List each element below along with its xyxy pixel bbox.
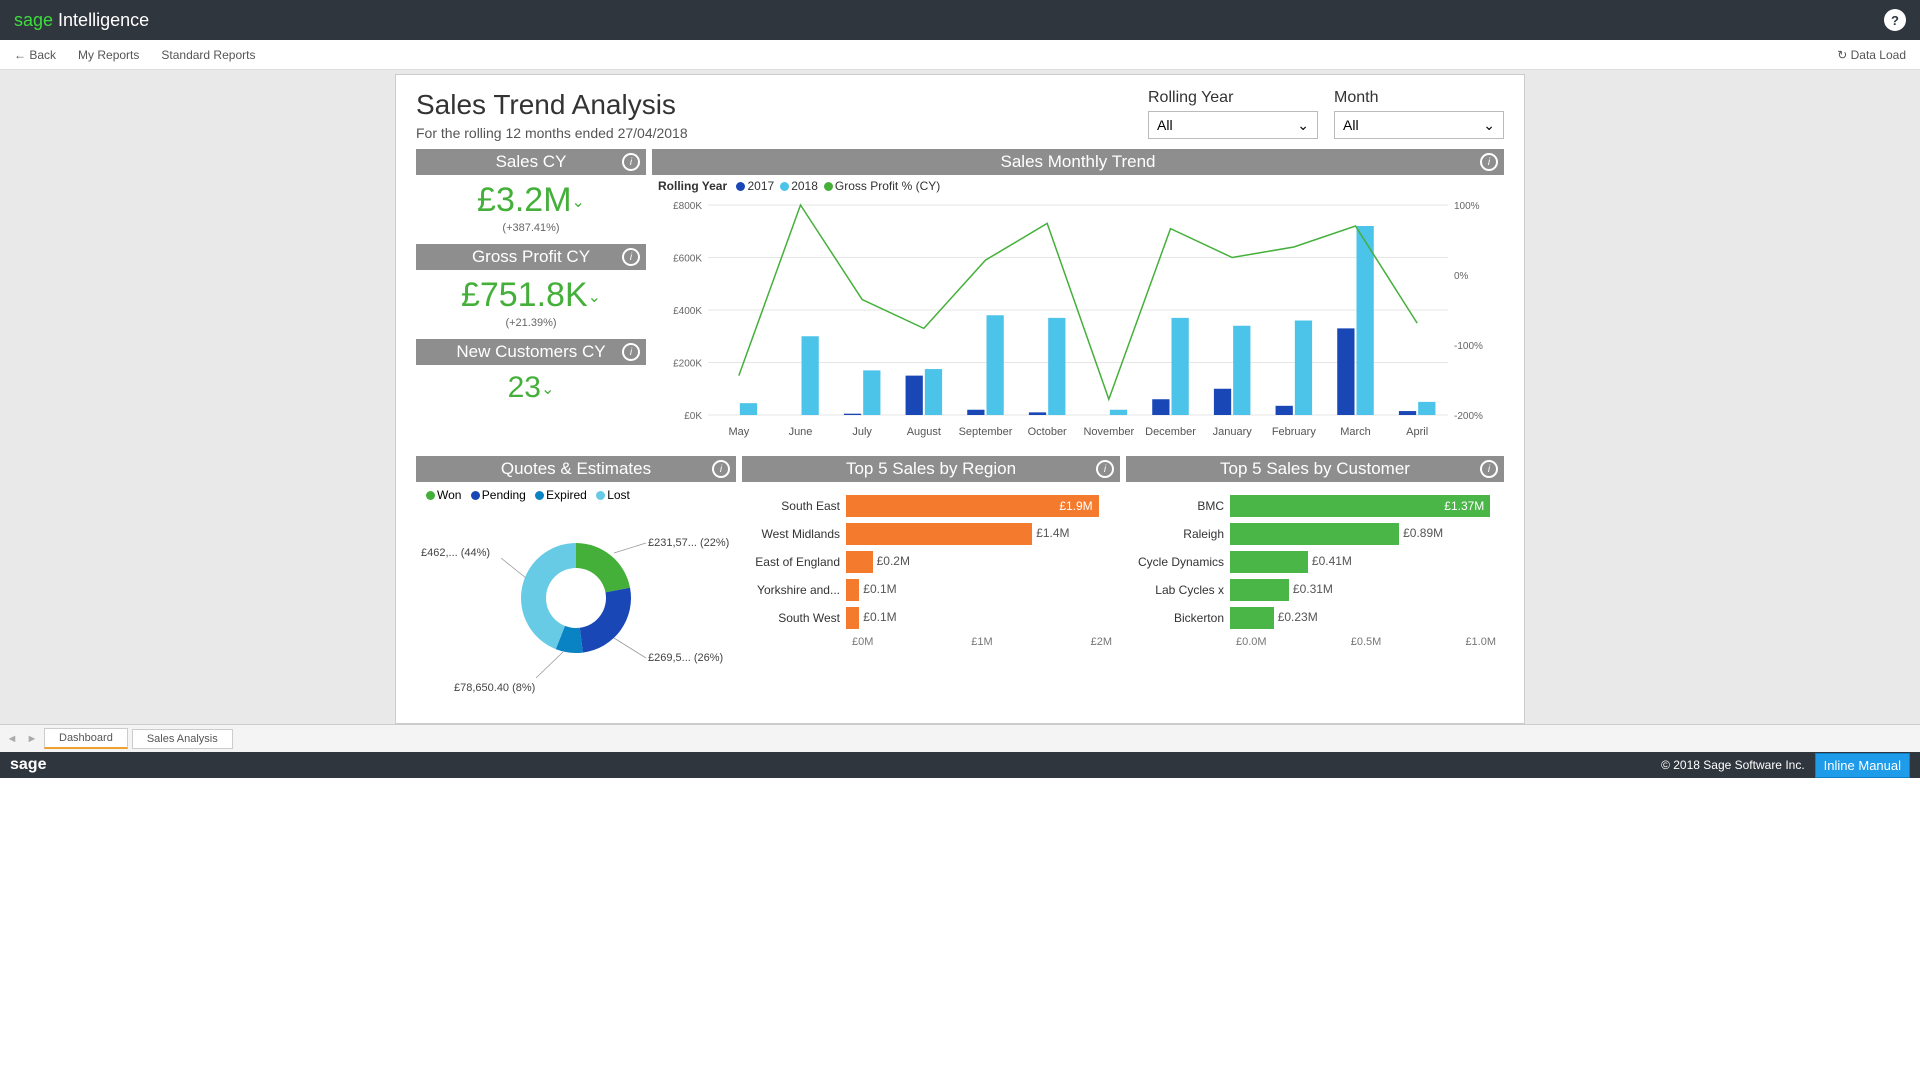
hbar-row: Cycle Dynamics £0.41M <box>1130 548 1496 576</box>
brand: sage Intelligence <box>14 10 149 31</box>
hbar-row: Lab Cycles x £0.31M <box>1130 576 1496 604</box>
svg-text:September: September <box>959 426 1013 438</box>
workspace: Sales Trend Analysis For the rolling 12 … <box>0 70 1920 724</box>
kpi-sales-cy-value: £3.2M⌄ <box>416 175 646 222</box>
hbar-row: Raleigh £0.89M <box>1130 520 1496 548</box>
svg-text:April: April <box>1406 426 1428 438</box>
filter-rolling-year-value: All <box>1157 117 1173 133</box>
page-subtitle: For the rolling 12 months ended 27/04/20… <box>416 125 688 141</box>
svg-text:£200K: £200K <box>673 359 702 370</box>
footer: sage © 2018 Sage Software Inc. Inline Ma… <box>0 752 1920 778</box>
tab-sales-analysis[interactable]: Sales Analysis <box>132 729 233 749</box>
svg-text:£800K: £800K <box>673 201 702 212</box>
svg-text:-100%: -100% <box>1454 341 1483 352</box>
kpi-new-cust-head: New Customers CY i <box>416 339 646 365</box>
filter-rolling-year-select[interactable]: All ⌄ <box>1148 111 1318 139</box>
customer-chart: BMC £1.37M Raleigh £0.89M Cycle Dynamics… <box>1126 482 1504 648</box>
nav-standard-reports[interactable]: Standard Reports <box>161 48 255 62</box>
tab-next[interactable]: ► <box>24 733 40 745</box>
info-icon[interactable]: i <box>622 248 640 266</box>
kpi-new-cust-value: 23⌄ <box>416 365 646 407</box>
data-load-button[interactable]: Data Load <box>1837 48 1906 62</box>
svg-text:May: May <box>728 426 749 438</box>
info-icon[interactable]: i <box>622 153 640 171</box>
trend-legend: Rolling Year 20172018Gross Profit % (CY) <box>658 179 1498 193</box>
svg-text:£462,... (44%): £462,... (44%) <box>421 547 490 559</box>
chevron-down-icon: ⌄ <box>1483 117 1495 134</box>
svg-text:100%: 100% <box>1454 201 1480 212</box>
nav-bar: Back My Reports Standard Reports Data Lo… <box>0 40 1920 70</box>
region-title: Top 5 Sales by Region <box>846 459 1016 479</box>
footer-copyright: © 2018 Sage Software Inc. <box>1661 758 1805 772</box>
trend-head: Sales Monthly Trend i <box>652 149 1504 175</box>
hbar-row: Bickerton £0.23M <box>1130 604 1496 632</box>
info-icon[interactable]: i <box>712 460 730 478</box>
quotes-head: Quotes & Estimates i <box>416 456 736 482</box>
quotes-donut: £231,57... (22%) £269,5... (26%) £78,650.4… <box>416 508 736 698</box>
svg-text:£269,5... (26%): £269,5... (26%) <box>648 652 723 664</box>
svg-text:January: January <box>1213 426 1253 438</box>
svg-text:February: February <box>1272 426 1317 438</box>
hbar-row: South West £0.1M <box>746 604 1112 632</box>
info-icon[interactable]: i <box>1480 460 1498 478</box>
kpi-gp-cy-head: Gross Profit CY i <box>416 244 646 270</box>
filter-month-select[interactable]: All ⌄ <box>1334 111 1504 139</box>
kpi-sales-cy-delta: (+387.41%) <box>416 222 646 234</box>
kpi-gp-cy-title: Gross Profit CY <box>472 247 590 267</box>
info-icon[interactable]: i <box>1096 460 1114 478</box>
back-button[interactable]: Back <box>14 48 56 62</box>
svg-text:£78,650.40 (8%): £78,650.40 (8%) <box>454 682 535 694</box>
kpi-sales-cy-head: Sales CY i <box>416 149 646 175</box>
svg-text:-200%: -200% <box>1454 411 1483 422</box>
footer-brand: sage <box>10 756 46 774</box>
customer-head: Top 5 Sales by Customer i <box>1126 456 1504 482</box>
hbar-row: South East £1.9M <box>746 492 1112 520</box>
svg-text:£0K: £0K <box>684 411 702 422</box>
brand-intelligence: Intelligence <box>53 10 149 30</box>
brand-sage: sage <box>14 10 53 30</box>
region-chart: South East £1.9M West Midlands £1.4M Eas… <box>742 482 1120 648</box>
hbar-row: Yorkshire and... £0.1M <box>746 576 1112 604</box>
report-paper: Sales Trend Analysis For the rolling 12 … <box>395 74 1525 724</box>
kpi-gp-cy-delta: (+21.39%) <box>416 317 646 329</box>
svg-text:December: December <box>1145 426 1196 438</box>
top-bar: sage Intelligence ? <box>0 0 1920 40</box>
filter-rolling-year-label: Rolling Year <box>1148 89 1318 107</box>
quotes-title: Quotes & Estimates <box>501 459 651 479</box>
kpi-new-cust-title: New Customers CY <box>456 342 605 362</box>
region-head: Top 5 Sales by Region i <box>742 456 1120 482</box>
svg-text:August: August <box>907 426 941 438</box>
chevron-down-icon: ⌄ <box>1297 117 1309 134</box>
svg-text:£400K: £400K <box>673 306 702 317</box>
svg-text:July: July <box>852 426 872 438</box>
nav-my-reports[interactable]: My Reports <box>78 48 139 62</box>
kpi-sales-cy-title: Sales CY <box>496 152 567 172</box>
trend-title: Sales Monthly Trend <box>1001 152 1156 172</box>
sheet-tabs: ◄ ► Dashboard Sales Analysis <box>0 724 1920 752</box>
info-icon[interactable]: i <box>622 343 640 361</box>
hbar-row: East of England £0.2M <box>746 548 1112 576</box>
tab-prev[interactable]: ◄ <box>4 733 20 745</box>
hbar-row: West Midlands £1.4M <box>746 520 1112 548</box>
svg-text:November: November <box>1083 426 1134 438</box>
inline-manual-button[interactable]: Inline Manual <box>1815 753 1910 778</box>
svg-text:March: March <box>1340 426 1371 438</box>
filter-month-label: Month <box>1334 89 1504 107</box>
hbar-row: BMC £1.37M <box>1130 492 1496 520</box>
svg-text:£600K: £600K <box>673 254 702 265</box>
svg-text:£231,57... (22%): £231,57... (22%) <box>648 537 729 549</box>
info-icon[interactable]: i <box>1480 153 1498 171</box>
svg-text:June: June <box>789 426 813 438</box>
svg-text:0%: 0% <box>1454 271 1469 282</box>
customer-title: Top 5 Sales by Customer <box>1220 459 1410 479</box>
svg-text:October: October <box>1028 426 1067 438</box>
trend-chart: £800K £600K £400K £200K £0K 100% 0% -100% -200% M… <box>658 195 1498 445</box>
help-icon[interactable]: ? <box>1884 9 1906 31</box>
kpi-gp-cy-value: £751.8K⌄ <box>416 270 646 317</box>
filter-month-value: All <box>1343 117 1359 133</box>
tab-dashboard[interactable]: Dashboard <box>44 728 128 749</box>
page-title: Sales Trend Analysis <box>416 89 688 121</box>
quotes-legend: Won Pending Expired Lost <box>416 482 736 508</box>
